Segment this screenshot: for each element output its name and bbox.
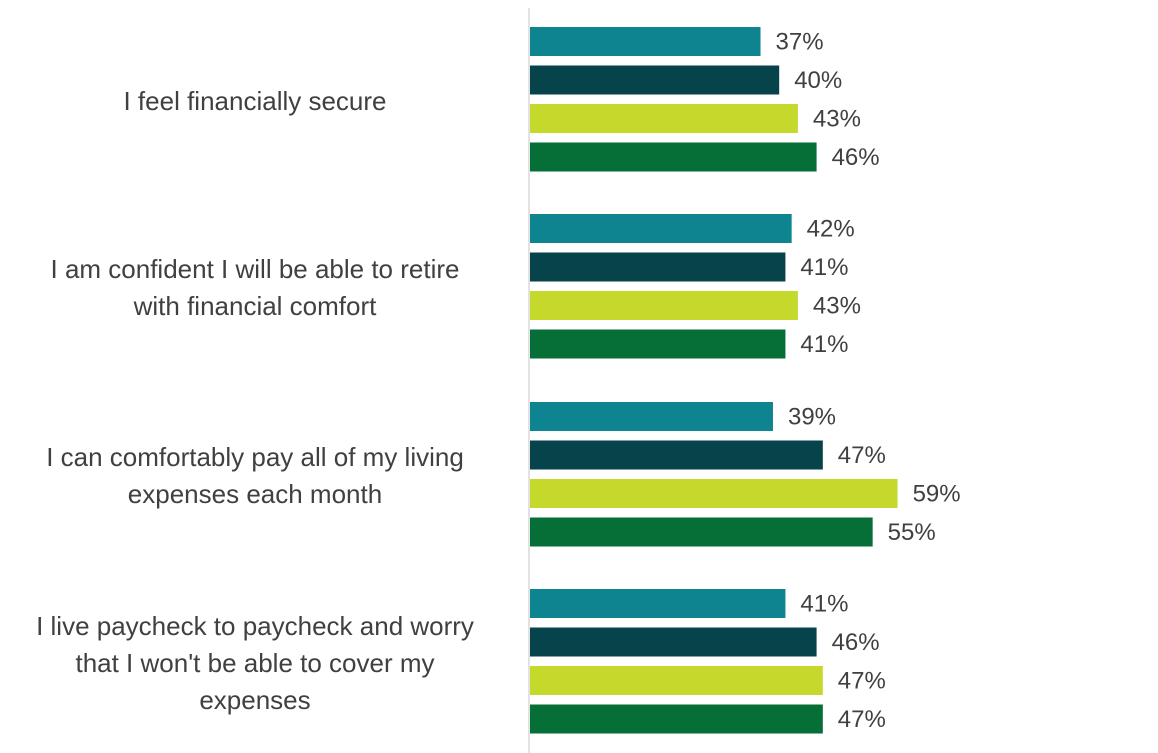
category-label-line: I am confident I will be able to retire — [50, 254, 460, 284]
value-label-cat3-series2: 47% — [838, 442, 886, 469]
bar-cat4-series3 — [530, 666, 823, 695]
bar-cat3-series4 — [530, 517, 873, 547]
value-label-cat4-series1: 41% — [800, 591, 848, 618]
bar-cat3-series1 — [530, 402, 773, 431]
category-label-2: I am confident I will be able to retire w… — [0, 251, 510, 325]
bar-cat3-series3 — [530, 479, 898, 508]
value-label-cat4-series3: 47% — [838, 668, 886, 695]
bar-cat2-series3 — [530, 291, 798, 320]
category-label-4: I live paycheck to paycheck and worry tha… — [0, 608, 510, 719]
category-label-line: expenses — [199, 684, 311, 715]
bars-group — [530, 27, 898, 734]
category-label-line: I feel financially secure — [123, 85, 387, 116]
bar-cat2-series1 — [530, 214, 792, 243]
category-label-line: that I won't be able to cover my — [75, 647, 435, 678]
value-label-cat1-series1: 37% — [776, 29, 824, 56]
category-label-line: I live paycheck to paycheck and worry — [36, 610, 474, 641]
bar-cat2-series2 — [530, 252, 786, 282]
value-label-cat2-series1: 42% — [807, 216, 855, 243]
value-label-cat4-series4: 47% — [838, 706, 886, 733]
bar-cat4-series1 — [530, 589, 786, 618]
bar-cat4-series4 — [530, 704, 823, 734]
bar-cat1-series3 — [530, 104, 798, 133]
value-label-cat2-series2: 41% — [800, 254, 848, 281]
value-label-cat1-series2: 40% — [794, 67, 842, 94]
value-label-cat3-series1: 39% — [788, 404, 836, 431]
bar-cat4-series2 — [530, 627, 817, 657]
category-label-3: I can comfortably pay all of my living ex… — [0, 439, 510, 513]
bar-cat1-series1 — [530, 27, 761, 56]
bar-cat2-series4 — [530, 329, 786, 359]
category-label-line: expenses each month — [127, 479, 383, 509]
value-label-cat2-series3: 43% — [813, 293, 861, 320]
bar-cat1-series2 — [530, 65, 780, 95]
category-label-1: I feel financially secure — [0, 83, 510, 120]
bar-cat1-series4 — [530, 142, 817, 172]
value-label-cat3-series4: 55% — [888, 519, 936, 546]
value-label-cat3-series3: 59% — [913, 481, 961, 508]
value-label-cat1-series3: 43% — [813, 106, 861, 133]
value-label-cat2-series4: 41% — [800, 331, 848, 358]
category-label-line: with financial comfort — [133, 291, 377, 321]
value-labels-group: 37%40%43%46%42%41%43%41%39%47%59%55%41%4… — [776, 29, 961, 734]
category-label-line: I can comfortably pay all of my living — [46, 442, 464, 472]
value-label-cat4-series2: 46% — [832, 629, 880, 656]
value-label-cat1-series4: 46% — [832, 144, 880, 171]
bar-cat3-series2 — [530, 440, 823, 470]
